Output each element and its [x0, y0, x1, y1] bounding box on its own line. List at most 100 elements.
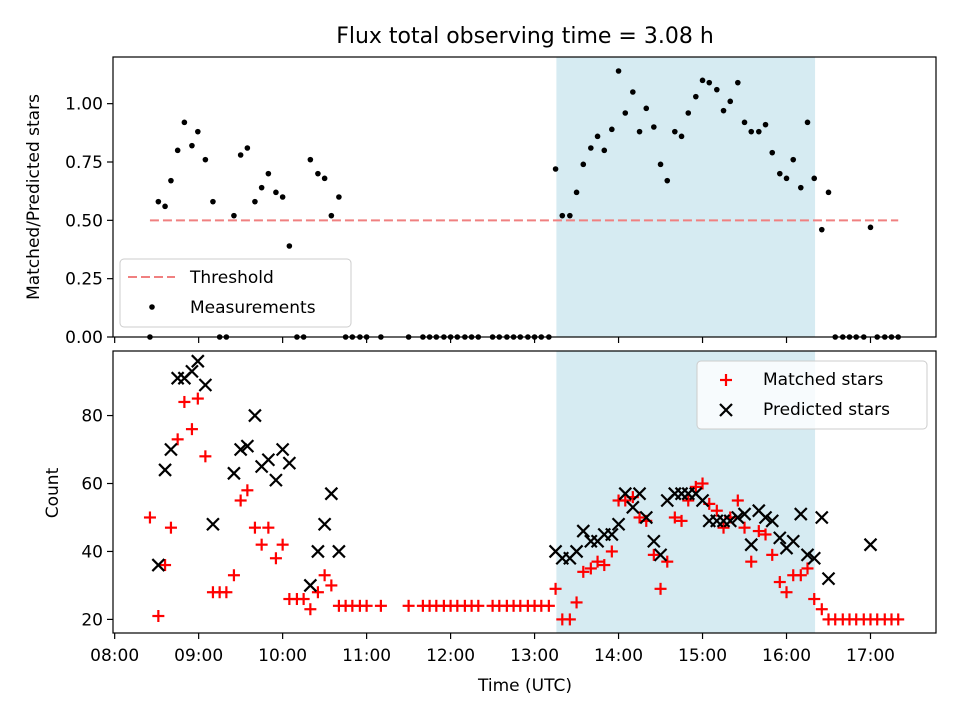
predicted-point-b: [647, 534, 661, 549]
predicted-point-b: [248, 408, 262, 423]
predicted-point-b: [576, 524, 591, 538]
predicted-point-b: [198, 378, 213, 392]
ratio-y-tick-label: 0.00: [65, 328, 103, 348]
predicted-point-b: [807, 551, 822, 566]
matched-point: [185, 423, 198, 436]
measurement-point: [321, 175, 328, 182]
matched-point: [191, 392, 204, 405]
matched-point: [738, 521, 751, 534]
matched-point: [171, 433, 184, 446]
measurement-point: [797, 184, 804, 191]
matched-point: [199, 450, 212, 463]
matched-point: [577, 565, 590, 578]
predicted-point-b: [800, 548, 815, 562]
measurement-point: [552, 166, 559, 172]
predicted-point: [164, 442, 178, 457]
matched-point: [304, 603, 317, 616]
matched-point: [689, 480, 702, 493]
predicted-point: [773, 531, 787, 545]
count-y-tick-label: 80: [81, 407, 103, 427]
measurement-point: [756, 128, 762, 135]
predicted-point: [611, 517, 626, 532]
x-tick-label: 12:00: [426, 646, 475, 666]
matched-point: [815, 603, 828, 616]
x-tick-label: 08:00: [90, 646, 139, 666]
matched-point: [591, 555, 604, 568]
measurement-point: [336, 194, 342, 200]
measurement-point: [804, 119, 811, 126]
predicted-point: [282, 456, 297, 470]
measurement-point: [741, 119, 748, 126]
measurement-point: [567, 212, 573, 219]
matched-point: [661, 555, 674, 568]
matched-point: [360, 599, 373, 612]
predicted-point-b: [752, 503, 766, 518]
predicted-point-b: [632, 486, 647, 501]
measurement-point: [189, 142, 195, 149]
predicted-point: [311, 544, 325, 559]
measurement-point: [609, 126, 615, 133]
predicted-point-b: [233, 442, 248, 457]
ratio-legend-box: [119, 258, 352, 328]
measurement-point: [202, 156, 209, 163]
predicted-point: [765, 514, 780, 528]
measurement-point: [615, 68, 622, 74]
predicted-point-b: [240, 439, 255, 453]
matched-point: [668, 511, 681, 524]
measurement-point: [657, 161, 664, 168]
measurement-point: [174, 147, 181, 154]
count-y-tick-label: 20: [81, 610, 103, 630]
predicted-point: [233, 442, 248, 457]
predicted-point: [332, 544, 346, 559]
matched-point: [248, 521, 261, 534]
predicted-point: [206, 517, 220, 532]
ratio-y-tick-label: 1.00: [65, 95, 103, 115]
measurement-point: [265, 170, 272, 177]
matched-point: [297, 593, 310, 606]
predicted-point: [269, 473, 283, 487]
predicted-point-b: [695, 493, 710, 508]
measurement-point: [559, 212, 566, 219]
ratio-y-axis-label: Matched/Predicted stars: [24, 94, 44, 300]
matched-point: [159, 559, 172, 572]
predicted-point-b: [611, 517, 626, 532]
predicted-point: [569, 544, 584, 559]
matched-point: [745, 555, 758, 568]
predicted-point-b: [731, 510, 745, 525]
measurement-point: [735, 79, 741, 86]
matched-point: [892, 613, 905, 626]
x-tick-label: 11:00: [342, 646, 391, 666]
predicted-point: [185, 364, 199, 379]
ratio-panel-frame: [112, 56, 937, 338]
predicted-point-b: [164, 442, 178, 457]
measurement-point: [573, 189, 580, 196]
matched-point: [794, 569, 807, 582]
measurement-point: [748, 128, 755, 135]
count-y-axis-label: Count: [43, 467, 63, 518]
predicted-point: [626, 500, 640, 515]
predicted-point-b: [605, 527, 619, 542]
matched-point: [808, 593, 821, 606]
predicted-point: [744, 537, 759, 552]
measurement-point: [706, 79, 713, 86]
predicted-point: [800, 548, 815, 562]
matched-point: [633, 511, 646, 524]
predicted-point-b: [821, 571, 836, 586]
predicted-point: [227, 466, 241, 481]
predicted-point-b: [206, 517, 220, 532]
measurement-point: [762, 121, 769, 128]
predicted-point: [794, 507, 808, 521]
matched-point: [152, 610, 165, 623]
predicted-point: [737, 507, 752, 521]
x-tick-label: 16:00: [762, 646, 811, 666]
predicted-point-b: [158, 463, 172, 477]
matched-point: [570, 596, 583, 609]
measurement-point: [622, 110, 629, 116]
predicted-point-b: [723, 514, 738, 528]
matched-point: [654, 582, 667, 595]
measurement-point: [630, 89, 636, 95]
predicted-point-b: [282, 456, 297, 470]
count-legend: Matched stars Predicted stars: [696, 360, 928, 430]
matched-points: [143, 392, 905, 626]
